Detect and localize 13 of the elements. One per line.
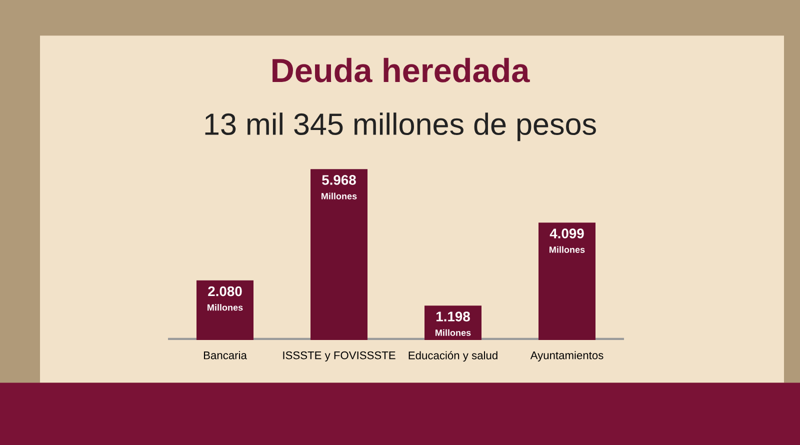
data-label: 4.099 Millones bbox=[550, 228, 585, 253]
data-label: 1.198 Millones bbox=[436, 312, 471, 336]
x-tick-label: ISSSTE y FOVISSSTE bbox=[283, 351, 396, 362]
bar bbox=[538, 222, 596, 340]
chart-title: Deuda heredada bbox=[272, 58, 530, 82]
data-label: 5.968 Millones bbox=[322, 175, 357, 200]
bar bbox=[196, 280, 254, 340]
x-tick-label: Ayuntamientos bbox=[530, 351, 604, 362]
x-tick-label: Educación y salud bbox=[408, 351, 498, 362]
data-label: 2.080 Millones bbox=[208, 286, 243, 311]
chart-subtitle: 13 mil 345 millones de pesos bbox=[205, 112, 596, 142]
bar bbox=[310, 169, 368, 340]
x-tick-label: Bancaria bbox=[204, 351, 247, 360]
